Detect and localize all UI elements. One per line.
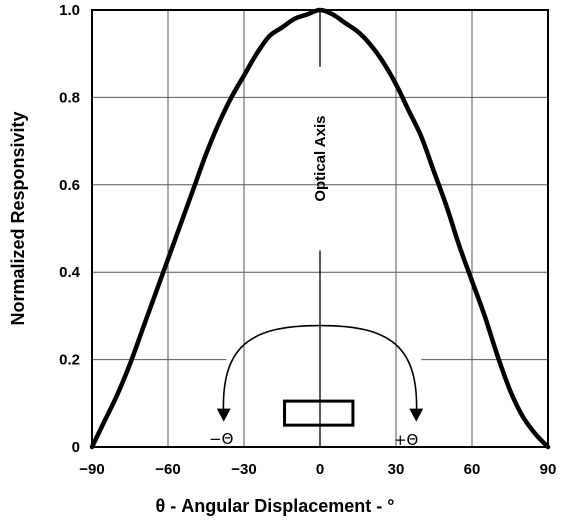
left-arrowhead — [216, 408, 231, 422]
responsivity-curve — [89, 7, 551, 450]
y-tick-label: 0 — [72, 439, 80, 456]
x-tick-label: 90 — [540, 461, 557, 478]
y-tick-label: 0.8 — [59, 89, 80, 106]
angular-indicator — [216, 324, 424, 427]
sensor-rectangle — [283, 399, 355, 427]
x-tick-label: −90 — [79, 461, 104, 478]
y-tick-label: 0.2 — [59, 352, 80, 369]
y-tick-labels: 0 0.2 0.4 0.6 0.8 1.0 — [59, 2, 81, 456]
plus-theta-label: +Θ — [394, 431, 418, 449]
x-tick-label: −30 — [231, 461, 256, 478]
x-tick-label: 60 — [464, 461, 481, 478]
rotation-arc — [222, 324, 418, 419]
minus-theta-label: −Θ — [209, 430, 233, 448]
y-tick-label: 1.0 — [59, 2, 80, 19]
x-tick-label: 30 — [388, 461, 405, 478]
right-arrowhead — [409, 408, 424, 422]
y-tick-label: 0.4 — [59, 264, 81, 281]
y-tick-label: 0.6 — [59, 177, 80, 194]
x-axis-title: θ - Angular Displacement - ° — [156, 496, 395, 516]
x-tick-label: −60 — [155, 461, 180, 478]
x-tick-label: 0 — [316, 461, 324, 478]
y-axis-title: Normalized Responsivity — [8, 111, 28, 325]
optical-axis-label: Optical Axis — [312, 116, 329, 202]
x-tick-labels: −90 −60 −30 0 30 60 90 — [79, 461, 556, 478]
